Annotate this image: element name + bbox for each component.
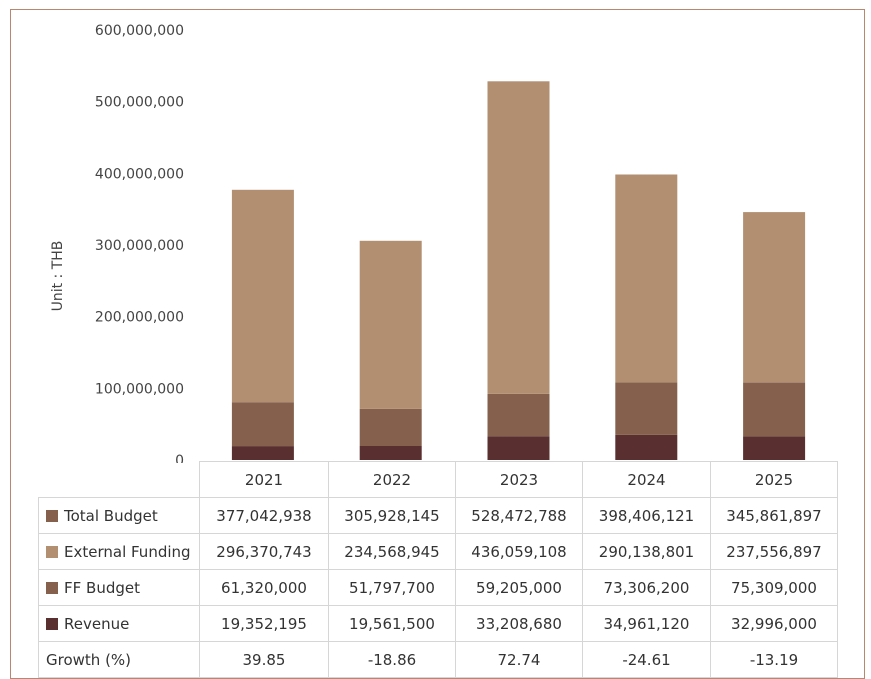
table-row-total-budget: Total Budget 377,042,938 305,928,145 528… xyxy=(38,497,838,534)
table-cell: 237,556,897 xyxy=(710,533,838,570)
table-cell: 33,208,680 xyxy=(455,605,583,642)
table-cell: 51,797,700 xyxy=(328,569,456,606)
table-cell: 75,309,000 xyxy=(710,569,838,606)
year-header: 2023 xyxy=(455,461,583,498)
bar-segment-external-funding-2022 xyxy=(359,240,422,409)
table-cell: 73,306,200 xyxy=(582,569,711,606)
table-cell: -24.61 xyxy=(582,641,711,678)
bar-segment-ff-budget-2024 xyxy=(615,382,678,435)
y-tick-label: 400,000,000 xyxy=(95,166,184,182)
table-cell: 234,568,945 xyxy=(328,533,456,570)
table-row-revenue: Revenue 19,352,195 19,561,500 33,208,680… xyxy=(38,605,838,642)
table-cell: 39.85 xyxy=(199,641,329,678)
row-label-text: Revenue xyxy=(64,614,130,633)
bar-segment-external-funding-2025 xyxy=(743,212,806,383)
bar-segment-external-funding-2021 xyxy=(231,189,294,403)
legend-swatch xyxy=(46,545,58,558)
table-cell: 436,059,108 xyxy=(455,533,583,570)
table-cell: 290,138,801 xyxy=(582,533,711,570)
y-tick-label: 500,000,000 xyxy=(95,95,184,111)
table-corner xyxy=(38,461,200,498)
year-header: 2021 xyxy=(199,461,329,498)
table-cell: -13.19 xyxy=(710,641,838,678)
data-table: 2021 2022 2023 2024 2025 Total Budget 37… xyxy=(38,461,838,678)
table-cell: 59,205,000 xyxy=(455,569,583,606)
table-cell: 19,352,195 xyxy=(199,605,329,642)
bar-segment-ff-budget-2022 xyxy=(359,408,422,446)
table-cell: 296,370,743 xyxy=(199,533,329,570)
bar-segment-revenue-2025 xyxy=(743,436,806,460)
row-label-text: External Funding xyxy=(64,542,191,561)
row-label: Growth (%) xyxy=(38,641,200,678)
row-label: Total Budget xyxy=(38,497,200,534)
table-row-ff-budget: FF Budget 61,320,000 51,797,700 59,205,0… xyxy=(38,569,838,606)
row-label-text: FF Budget xyxy=(64,578,140,597)
row-label-text: Growth (%) xyxy=(46,650,132,669)
table-cell: 345,861,897 xyxy=(710,497,838,534)
table-cell: -18.86 xyxy=(328,641,456,678)
row-label-text: Total Budget xyxy=(64,506,158,525)
bar-segment-revenue-2021 xyxy=(231,446,294,460)
year-header: 2025 xyxy=(710,461,838,498)
bars xyxy=(231,81,806,460)
year-header: 2022 xyxy=(328,461,456,498)
row-label: Revenue xyxy=(38,605,200,642)
legend-swatch xyxy=(46,581,58,594)
table-cell: 528,472,788 xyxy=(455,497,583,534)
y-tick-label: 300,000,000 xyxy=(95,238,184,254)
row-label: External Funding xyxy=(38,533,200,570)
table-cell: 34,961,120 xyxy=(582,605,711,642)
y-tick-label: 600,000,000 xyxy=(95,23,184,39)
bar-segment-external-funding-2024 xyxy=(615,174,678,383)
y-tick-label: 0 xyxy=(175,453,184,463)
y-tick-label: 200,000,000 xyxy=(95,310,184,326)
legend-swatch xyxy=(46,617,58,630)
table-header-row: 2021 2022 2023 2024 2025 xyxy=(38,461,838,498)
bar-segment-ff-budget-2021 xyxy=(231,402,294,447)
y-tick-label: 100,000,000 xyxy=(95,381,184,397)
table-cell: 61,320,000 xyxy=(199,569,329,606)
y-axis-ticks: 0 100,000,000 200,000,000 300,000,000 400,00… xyxy=(95,23,184,463)
legend-swatch xyxy=(46,509,58,522)
bar-segment-revenue-2023 xyxy=(487,436,550,460)
table-cell: 305,928,145 xyxy=(328,497,456,534)
row-label: FF Budget xyxy=(38,569,200,606)
bar-segment-revenue-2022 xyxy=(359,446,422,460)
bar-chart: 0 100,000,000 200,000,000 300,000,000 400,00… xyxy=(50,23,806,463)
table-cell: 32,996,000 xyxy=(710,605,838,642)
table-row-growth: Growth (%) 39.85 -18.86 72.74 -24.61 -13… xyxy=(38,641,838,678)
year-header: 2024 xyxy=(582,461,711,498)
table-row-external-funding: External Funding 296,370,743 234,568,945… xyxy=(38,533,838,570)
bar-segment-ff-budget-2023 xyxy=(487,393,550,437)
bar-segment-revenue-2024 xyxy=(615,434,678,460)
table-cell: 377,042,938 xyxy=(199,497,329,534)
y-axis-label: Unit : THB xyxy=(50,241,66,312)
table-cell: 72.74 xyxy=(455,641,583,678)
bar-segment-ff-budget-2025 xyxy=(743,382,806,437)
bar-segment-external-funding-2023 xyxy=(487,81,550,394)
table-cell: 398,406,121 xyxy=(582,497,711,534)
table-cell: 19,561,500 xyxy=(328,605,456,642)
